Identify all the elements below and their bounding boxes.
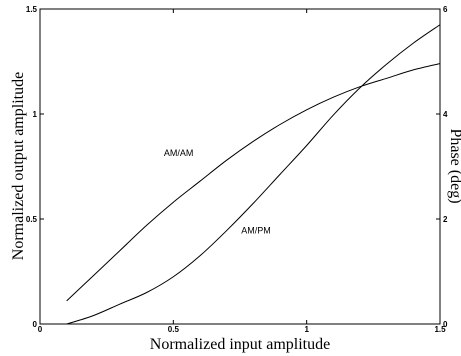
y-right-tick-label: 0 [443, 320, 448, 329]
x-axis-title: Normalized input amplitude [150, 336, 330, 353]
y-right-tick-label: 2 [443, 215, 448, 224]
y-axis-right-ticks: 0 2 4 6 [436, 5, 448, 329]
x-tick-label: 0 [38, 325, 43, 334]
series-line-am-pm [66, 24, 441, 325]
y-axis-title: Normalized output amplitude [10, 72, 27, 260]
y-right-tick-label: 6 [443, 5, 448, 14]
y-right-tick-label: 4 [443, 110, 448, 119]
plot-frame [39, 8, 441, 325]
annotations: AM/AM AM/PM [164, 148, 271, 236]
y-tick-label: 1 [33, 110, 38, 119]
x-tick-label: 1 [304, 325, 309, 334]
y-axis-right-title: Phase (deg) [447, 128, 461, 203]
y-tick-label: 0 [33, 320, 38, 329]
y-tick-label: 1.5 [26, 5, 38, 14]
y-axis-ticks: 0 0.5 1 1.5 [26, 5, 44, 329]
series-group [66, 24, 441, 325]
y-tick-label: 0.5 [26, 215, 38, 224]
series-line-am-am [66, 63, 441, 302]
x-tick-label: 0.5 [168, 325, 180, 334]
x-axis-ticks: 0 0.5 1 1.5 [38, 9, 446, 334]
series-annotation: AM/AM [164, 148, 194, 158]
x-tick-label: 1.5 [434, 325, 446, 334]
series-annotation: AM/PM [241, 226, 271, 236]
